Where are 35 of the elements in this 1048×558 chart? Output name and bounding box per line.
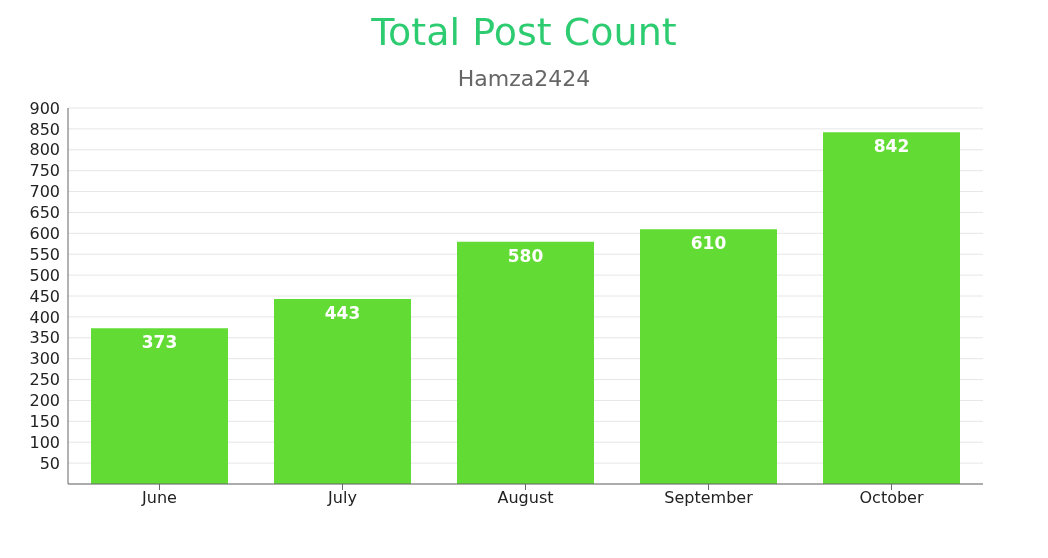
chart-subtitle: Hamza2424 xyxy=(456,65,592,93)
y-tick-label: 650 xyxy=(29,203,60,223)
y-tick-label: 50 xyxy=(39,453,60,473)
y-tick-label: 750 xyxy=(29,161,60,181)
data-label: 842 xyxy=(873,136,910,157)
y-tick-label: 400 xyxy=(29,307,60,327)
bar xyxy=(274,298,411,484)
data-label: 443 xyxy=(324,302,361,323)
y-tick-label: 150 xyxy=(29,412,60,432)
y-tick-label: 250 xyxy=(29,370,60,390)
y-tick-label: 100 xyxy=(29,432,60,452)
y-tick-label: 350 xyxy=(29,328,60,348)
x-tick-label: June xyxy=(141,488,177,508)
bar xyxy=(640,229,777,484)
y-tick-label: 600 xyxy=(29,224,60,244)
y-tick-label: 700 xyxy=(29,182,60,202)
x-tick-label: September xyxy=(664,488,754,508)
data-label: 373 xyxy=(141,332,178,353)
bar xyxy=(457,241,594,484)
y-tick-label: 850 xyxy=(29,119,60,139)
y-tick-label: 900 xyxy=(29,98,60,118)
y-tick-label: 550 xyxy=(29,244,60,264)
bar xyxy=(823,132,960,484)
y-tick-label: 450 xyxy=(29,286,60,306)
y-tick-label: 300 xyxy=(29,349,60,369)
x-tick-label: October xyxy=(859,488,924,508)
x-tick-label: July xyxy=(327,488,357,508)
y-tick-label: 200 xyxy=(29,391,60,411)
bar xyxy=(91,328,228,484)
data-label: 610 xyxy=(690,233,727,254)
x-tick-label: August xyxy=(497,488,554,508)
y-tick-label: 500 xyxy=(29,265,60,285)
y-tick-label: 800 xyxy=(29,140,60,160)
chart-title: Total Post Count xyxy=(370,9,678,56)
data-label: 580 xyxy=(507,245,544,266)
